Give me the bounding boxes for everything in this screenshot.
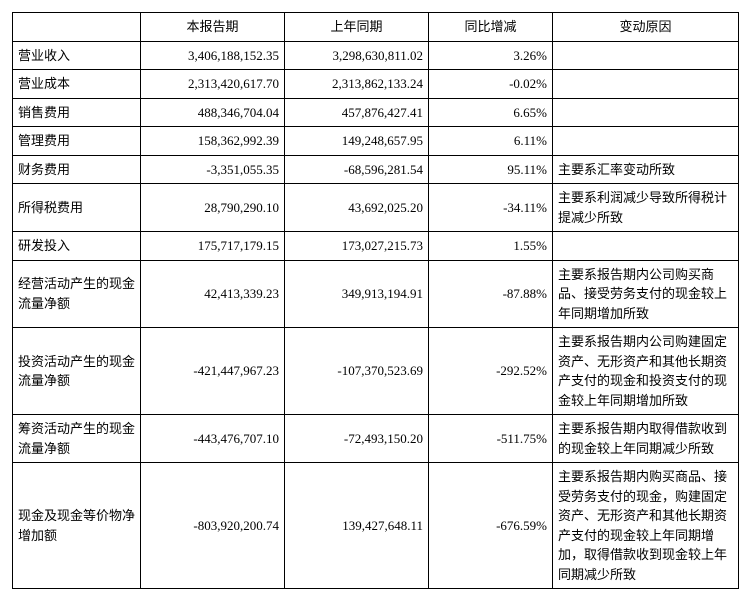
cell-label: 经营活动产生的现金流量净额 [13, 260, 141, 328]
cell-current: 42,413,339.23 [141, 260, 285, 328]
table-row: 销售费用488,346,704.04457,876,427.416.65% [13, 98, 739, 127]
table-row: 投资活动产生的现金流量净额-421,447,967.23-107,370,523… [13, 328, 739, 415]
cell-current: 2,313,420,617.70 [141, 70, 285, 99]
cell-prev: 2,313,862,133.24 [285, 70, 429, 99]
table-row: 现金及现金等价物净增加额-803,920,200.74139,427,648.1… [13, 463, 739, 589]
cell-prev: 349,913,194.91 [285, 260, 429, 328]
cell-reason [553, 127, 739, 156]
cell-reason: 主要系报告期内公司购建固定资产、无形资产和其他长期资产支付的现金和投资支付的现金… [553, 328, 739, 415]
table-row: 所得税费用28,790,290.1043,692,025.20-34.11%主要… [13, 184, 739, 232]
cell-prev: 149,248,657.95 [285, 127, 429, 156]
cell-change: -34.11% [429, 184, 553, 232]
cell-current: -421,447,967.23 [141, 328, 285, 415]
cell-reason: 主要系报告期内公司购买商品、接受劳务支付的现金较上年同期增加所致 [553, 260, 739, 328]
cell-prev: 457,876,427.41 [285, 98, 429, 127]
cell-reason: 主要系利润减少导致所得税计提减少所致 [553, 184, 739, 232]
cell-change: 95.11% [429, 155, 553, 184]
table-row: 营业收入3,406,188,152.353,298,630,811.023.26… [13, 41, 739, 70]
header-row: 本报告期 上年同期 同比增减 变动原因 [13, 13, 739, 42]
table-row: 经营活动产生的现金流量净额42,413,339.23349,913,194.91… [13, 260, 739, 328]
cell-change: -676.59% [429, 463, 553, 589]
cell-reason: 主要系报告期内取得借款收到的现金较上年同期减少所致 [553, 415, 739, 463]
cell-change: -292.52% [429, 328, 553, 415]
cell-reason: 主要系汇率变动所致 [553, 155, 739, 184]
cell-label: 筹资活动产生的现金流量净额 [13, 415, 141, 463]
cell-prev: -107,370,523.69 [285, 328, 429, 415]
col-header-prev: 上年同期 [285, 13, 429, 42]
cell-prev: 3,298,630,811.02 [285, 41, 429, 70]
cell-prev: -72,493,150.20 [285, 415, 429, 463]
cell-label: 所得税费用 [13, 184, 141, 232]
cell-label: 销售费用 [13, 98, 141, 127]
col-header-change: 同比增减 [429, 13, 553, 42]
cell-change: -87.88% [429, 260, 553, 328]
cell-change: -511.75% [429, 415, 553, 463]
cell-current: -443,476,707.10 [141, 415, 285, 463]
cell-label: 营业成本 [13, 70, 141, 99]
cell-current: 158,362,992.39 [141, 127, 285, 156]
cell-current: -3,351,055.35 [141, 155, 285, 184]
cell-prev: 43,692,025.20 [285, 184, 429, 232]
table-row: 筹资活动产生的现金流量净额-443,476,707.10-72,493,150.… [13, 415, 739, 463]
cell-reason [553, 98, 739, 127]
cell-label: 投资活动产生的现金流量净额 [13, 328, 141, 415]
cell-current: 28,790,290.10 [141, 184, 285, 232]
table-body: 营业收入3,406,188,152.353,298,630,811.023.26… [13, 41, 739, 589]
cell-change: -0.02% [429, 70, 553, 99]
cell-reason [553, 232, 739, 261]
cell-change: 6.11% [429, 127, 553, 156]
cell-prev: 173,027,215.73 [285, 232, 429, 261]
col-header-reason: 变动原因 [553, 13, 739, 42]
table-row: 营业成本2,313,420,617.702,313,862,133.24-0.0… [13, 70, 739, 99]
cell-label: 营业收入 [13, 41, 141, 70]
col-header-blank [13, 13, 141, 42]
table-row: 研发投入175,717,179.15173,027,215.731.55% [13, 232, 739, 261]
cell-current: 175,717,179.15 [141, 232, 285, 261]
cell-label: 财务费用 [13, 155, 141, 184]
table-row: 财务费用-3,351,055.35-68,596,281.5495.11%主要系… [13, 155, 739, 184]
col-header-current: 本报告期 [141, 13, 285, 42]
cell-change: 1.55% [429, 232, 553, 261]
cell-change: 6.65% [429, 98, 553, 127]
cell-label: 现金及现金等价物净增加额 [13, 463, 141, 589]
cell-prev: -68,596,281.54 [285, 155, 429, 184]
cell-current: 3,406,188,152.35 [141, 41, 285, 70]
cell-current: -803,920,200.74 [141, 463, 285, 589]
cell-prev: 139,427,648.11 [285, 463, 429, 589]
cell-reason: 主要系报告期内购买商品、接受劳务支付的现金，购建固定资产、无形资产和其他长期资产… [553, 463, 739, 589]
financial-table: 本报告期 上年同期 同比增减 变动原因 营业收入3,406,188,152.35… [12, 12, 739, 589]
cell-reason [553, 41, 739, 70]
cell-current: 488,346,704.04 [141, 98, 285, 127]
cell-change: 3.26% [429, 41, 553, 70]
cell-reason [553, 70, 739, 99]
cell-label: 管理费用 [13, 127, 141, 156]
table-row: 管理费用158,362,992.39149,248,657.956.11% [13, 127, 739, 156]
cell-label: 研发投入 [13, 232, 141, 261]
